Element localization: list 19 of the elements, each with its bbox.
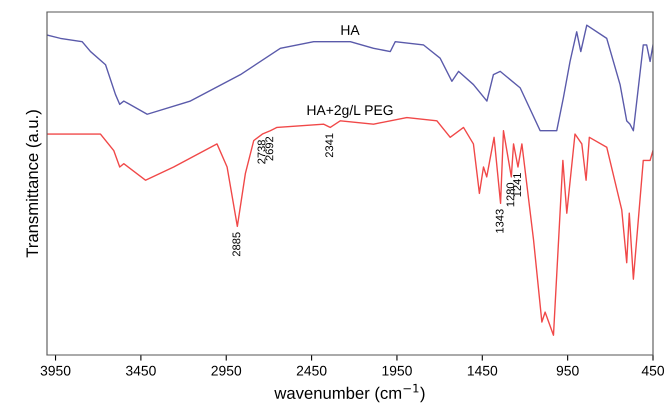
x-tick-label: 1450 — [468, 366, 498, 376]
y-axis-title: Transmittance (a.u.) — [26, 110, 42, 258]
series-label: HA — [341, 25, 360, 35]
x-tick-label: 2450 — [296, 366, 326, 376]
x-axis-title: wavenumber (cm$^{−1}$) — [274, 384, 424, 402]
x-tick-label: 1950 — [382, 366, 412, 376]
x-tick-label: 2950 — [211, 366, 242, 376]
x-tick-label: 3950 — [40, 366, 70, 376]
annotation: 2692 — [265, 136, 274, 160]
annotation: 2341 — [325, 134, 334, 158]
annotation: 2885 — [232, 232, 240, 256]
x-tick-label: 3450 — [126, 366, 156, 376]
x-tick-label: 450 — [642, 366, 664, 376]
annotation: 1241 — [513, 173, 521, 196]
series-label: HA+2g/L PEG — [308, 104, 393, 118]
x-tick-label: 950 — [556, 366, 579, 376]
annotation: 2738 — [258, 140, 266, 164]
annotation: 1343 — [496, 209, 504, 233]
annotation: 1280 — [506, 182, 514, 206]
